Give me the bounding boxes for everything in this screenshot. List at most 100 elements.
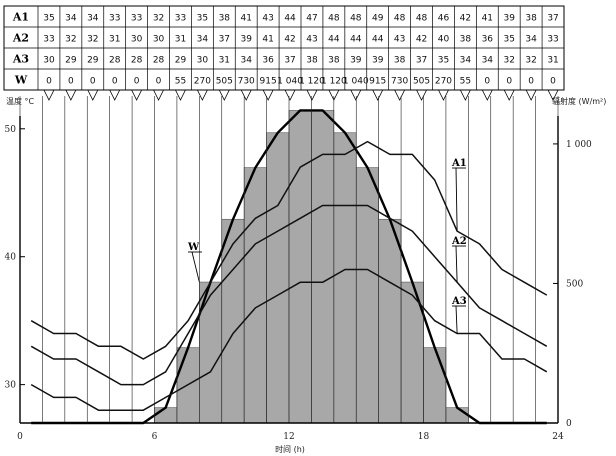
table-cell: 0 bbox=[134, 77, 140, 87]
table-cell: 0 bbox=[112, 77, 118, 87]
table-cell: 29 bbox=[87, 56, 99, 66]
table-cell: 37 bbox=[284, 56, 295, 66]
vertical-grid bbox=[19, 96, 559, 423]
table-cell: 32 bbox=[503, 56, 514, 66]
table-cell: 37 bbox=[416, 56, 427, 66]
temperature-lines: A1 A2 A3 W bbox=[30, 140, 548, 411]
x-tick-label: 18 bbox=[418, 432, 430, 442]
table-cell: 37 bbox=[219, 35, 230, 45]
table-cell: 32 bbox=[525, 56, 536, 66]
table-connector bbox=[262, 89, 274, 101]
x-axis-title: 时间 (h) bbox=[275, 444, 305, 454]
table-connector bbox=[153, 89, 164, 101]
table-cell: 1 120 bbox=[299, 77, 325, 87]
table-connector bbox=[306, 89, 318, 101]
table-cell: 35 bbox=[438, 56, 449, 66]
table-connector bbox=[240, 89, 252, 101]
table-cell: 39 bbox=[350, 56, 362, 66]
series-label-a1: A1 bbox=[451, 158, 467, 169]
radiation-bar bbox=[333, 132, 357, 424]
table-connector bbox=[87, 89, 99, 101]
table-cell: 37 bbox=[547, 14, 558, 24]
table-cell: 270 bbox=[194, 77, 211, 87]
table-cell: 32 bbox=[65, 35, 76, 45]
table-cell: 28 bbox=[131, 56, 143, 66]
table-cell: 48 bbox=[416, 14, 428, 24]
table-cell: 38 bbox=[328, 56, 340, 66]
table-cell: 30 bbox=[197, 56, 209, 66]
table-cell: 41 bbox=[262, 35, 273, 45]
table-cell: 38 bbox=[394, 56, 406, 66]
table-cell: 31 bbox=[547, 56, 558, 66]
y-axis-title-right: 辐射度 (W/m²) bbox=[552, 96, 606, 106]
table-cell: 30 bbox=[153, 35, 165, 45]
table-connector bbox=[394, 89, 405, 101]
table-cell: 28 bbox=[153, 56, 165, 66]
table-cell: 44 bbox=[328, 35, 340, 45]
table-row-header: A3 bbox=[12, 53, 29, 66]
table-cell: 39 bbox=[503, 14, 515, 24]
radiation-bar bbox=[221, 218, 245, 424]
table-cell: 29 bbox=[175, 56, 187, 66]
table-cell: 33 bbox=[109, 14, 120, 24]
x-tick-label: 0 bbox=[17, 432, 23, 442]
table-cell: 39 bbox=[372, 56, 384, 66]
table-cell: 33 bbox=[175, 14, 186, 24]
radiation-bar bbox=[243, 167, 267, 424]
table-cell: 915 bbox=[369, 77, 386, 87]
table-connector bbox=[503, 89, 515, 101]
table-cell: 46 bbox=[438, 14, 450, 24]
series-leader bbox=[455, 245, 458, 283]
table-cell: 32 bbox=[153, 14, 164, 24]
table-cell: 44 bbox=[350, 35, 362, 45]
table-cell: 44 bbox=[372, 35, 384, 45]
series-line-a2 bbox=[30, 204, 548, 386]
table-cell: 28 bbox=[109, 56, 121, 66]
series-leader bbox=[455, 167, 458, 232]
table-cell: 41 bbox=[482, 14, 493, 24]
table-cell: 47 bbox=[306, 14, 317, 24]
table-cell: 42 bbox=[284, 35, 295, 45]
table-cell: 1 040 bbox=[343, 77, 369, 87]
table-cell: 34 bbox=[482, 56, 494, 66]
table-cell: 270 bbox=[435, 77, 452, 87]
table-cell: 31 bbox=[219, 56, 230, 66]
series-label-a3: A3 bbox=[451, 296, 467, 307]
table-cell: 31 bbox=[175, 35, 186, 45]
x-tick-label: 12 bbox=[283, 432, 294, 442]
table-cell: 33 bbox=[43, 35, 54, 45]
table-connector bbox=[438, 89, 449, 101]
radiation-bar bbox=[378, 218, 402, 424]
y-tick-label-left: 40 bbox=[5, 253, 17, 263]
table-cell: 35 bbox=[43, 14, 54, 24]
table-cell: 38 bbox=[219, 14, 231, 24]
table-cell: 30 bbox=[43, 56, 55, 66]
table-cell: 34 bbox=[460, 56, 472, 66]
table-cell: 44 bbox=[284, 14, 296, 24]
series-leader bbox=[191, 251, 200, 283]
table-cell: 35 bbox=[197, 14, 208, 24]
radiation-bar bbox=[154, 407, 178, 424]
table-connector bbox=[525, 89, 537, 101]
table-cell: 505 bbox=[216, 77, 233, 87]
table-cell: 0 bbox=[484, 77, 490, 87]
table-cell: 0 bbox=[68, 77, 74, 87]
table-cell: 29 bbox=[65, 56, 77, 66]
table-cell: 34 bbox=[87, 14, 99, 24]
table-cell: 35 bbox=[503, 35, 514, 45]
table-cell: 38 bbox=[460, 35, 472, 45]
table-cell: 36 bbox=[482, 35, 494, 45]
table-connector bbox=[109, 89, 121, 101]
series-label-a2: A2 bbox=[451, 236, 467, 247]
table-cell: 31 bbox=[109, 35, 120, 45]
data-table: A1 35 34 34 33 33 32 33 35 38 41 43 44 47 48 48 49 48 48 46… bbox=[3, 5, 565, 101]
table-cell: 48 bbox=[328, 14, 340, 24]
table-cell: 40 bbox=[438, 35, 450, 45]
table-cell: 42 bbox=[416, 35, 427, 45]
table-connector bbox=[481, 89, 493, 101]
x-tick-label: 24 bbox=[552, 432, 564, 442]
table-cell: 34 bbox=[197, 35, 209, 45]
table-row-header: W bbox=[14, 74, 28, 87]
table-connector bbox=[416, 89, 427, 101]
